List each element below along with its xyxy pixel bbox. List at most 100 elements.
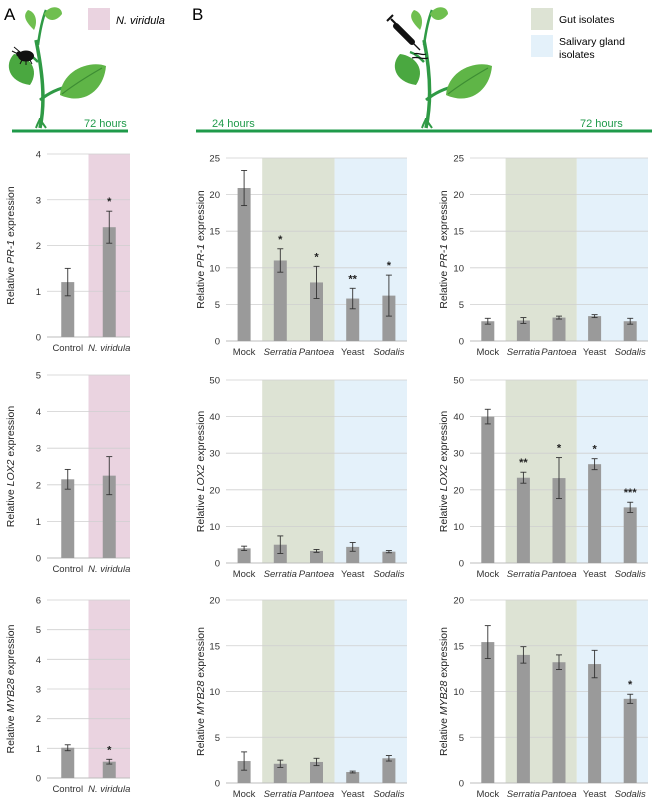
bar: [588, 664, 602, 783]
bar: [102, 227, 116, 337]
y-tick-label: 0: [36, 554, 41, 565]
significance-marker: *: [628, 679, 633, 691]
bar: [516, 477, 530, 563]
bar: [552, 317, 566, 341]
y-tick-label: 5: [459, 300, 464, 311]
bar: [237, 548, 251, 563]
x-tick-label: N. viridula: [88, 564, 130, 575]
y-tick-label: 1: [36, 744, 41, 755]
significance-marker: **: [519, 457, 528, 469]
x-tick-label: Mock: [476, 569, 499, 580]
shaded-region: [576, 380, 648, 563]
x-tick-label: Serratia: [264, 569, 297, 580]
bar: [310, 761, 323, 783]
bar: [588, 316, 602, 341]
x-tick-label: Control: [52, 343, 83, 354]
bar: [481, 416, 495, 563]
timeline-b-end-label: 72 hours: [580, 118, 623, 130]
y-axis-label: Relative LOX2 expression: [5, 406, 17, 528]
bar: [623, 321, 637, 341]
bar: [346, 546, 360, 563]
x-tick-label: Serratia: [507, 569, 540, 580]
bar: [61, 747, 75, 778]
x-tick-label: Pantoea: [541, 347, 576, 358]
bar: [346, 772, 360, 783]
y-axis-label: Relative PR-1 expression: [195, 190, 207, 309]
y-tick-label: 3: [36, 685, 41, 696]
bar: [481, 642, 495, 783]
y-tick-label: 5: [36, 371, 41, 382]
x-tick-label: Sodalis: [373, 789, 404, 800]
y-tick-label: 6: [36, 596, 41, 607]
x-tick-label: Yeast: [341, 347, 365, 358]
shaded-region: [334, 158, 407, 341]
y-tick-label: 0: [459, 559, 464, 570]
plant-illustration-b: [394, 7, 492, 129]
y-tick-label: 3: [36, 195, 41, 206]
x-tick-label: Control: [52, 564, 83, 575]
bar: [102, 761, 116, 778]
y-tick-label: 10: [209, 687, 220, 698]
y-tick-label: 5: [215, 733, 220, 744]
chart-a-myb28: 0 1 2 3 4 5 6 Relative MYB28 expression Control *…: [5, 596, 130, 796]
legend-label-salivary: Salivary gland isolates: [559, 36, 628, 61]
legend-swatch-nviridula: [88, 8, 110, 30]
y-tick-label: 10: [453, 522, 464, 533]
y-axis-label: Relative PR-1 expression: [5, 186, 17, 305]
bar: [588, 464, 602, 563]
significance-marker: *: [107, 744, 112, 756]
bar: [382, 295, 396, 341]
x-tick-label: Mock: [476, 347, 499, 358]
y-tick-label: 0: [215, 779, 220, 790]
y-tick-label: 10: [453, 687, 464, 698]
chart-b24-lox2: 0 10 20 30 40 50 Relative LOX2 expression Mock S…: [195, 376, 407, 580]
x-tick-label: Mock: [233, 347, 256, 358]
x-tick-label: N. viridula: [88, 784, 130, 795]
significance-marker: *: [314, 251, 319, 263]
syringe-icon: [386, 14, 429, 60]
x-tick-label: Serratia: [507, 347, 540, 358]
y-tick-label: 5: [215, 300, 220, 311]
y-tick-label: 1: [36, 287, 41, 298]
y-tick-label: 4: [36, 655, 41, 666]
y-tick-label: 10: [209, 522, 220, 533]
chart-b24-myb28: 0 5 10 15 20 Relative MYB28 expression Mock Ser…: [195, 596, 407, 800]
x-tick-label: Yeast: [341, 569, 365, 580]
chart-b72-myb28: 0 5 10 15 20 Relative MYB28 expression Mock Ser…: [438, 596, 648, 800]
y-tick-label: 15: [209, 641, 220, 652]
significance-marker: **: [348, 273, 357, 285]
significance-marker: *: [278, 234, 283, 246]
y-tick-label: 15: [453, 227, 464, 238]
y-tick-label: 0: [215, 337, 220, 348]
y-tick-label: 15: [209, 227, 220, 238]
x-tick-label: N. viridula: [88, 343, 130, 354]
y-axis-label: Relative PR-1 expression: [438, 190, 450, 309]
x-tick-label: Control: [52, 784, 83, 795]
bar: [382, 551, 396, 563]
bar: [61, 282, 75, 337]
x-tick-label: Sodalis: [615, 789, 646, 800]
y-tick-label: 2: [36, 714, 41, 725]
chart-b72-lox2: 0 10 20 30 40 50 Relative LOX2 expression Mock *…: [438, 376, 648, 580]
x-tick-label: Sodalis: [373, 347, 404, 358]
y-tick-label: 0: [36, 333, 41, 344]
chart-a-pr1: 0 1 2 3 4 Relative PR-1 expression Control * N. …: [5, 150, 130, 355]
bar: [237, 188, 251, 341]
y-tick-label: 20: [453, 190, 464, 201]
y-tick-label: 3: [36, 444, 41, 455]
y-tick-label: 40: [453, 412, 464, 423]
y-tick-label: 0: [215, 559, 220, 570]
bug-icon: [11, 46, 34, 65]
x-tick-label: Pantoea: [299, 789, 334, 800]
shaded-region: [505, 380, 577, 563]
significance-marker: *: [387, 260, 392, 272]
chart-b72-pr1: 0 5 10 15 20 25 Relative PR-1 expression Mock Se…: [438, 154, 648, 358]
y-axis-label: Relative LOX2 expression: [195, 411, 207, 533]
bar: [623, 507, 637, 563]
y-axis-label: Relative LOX2 expression: [438, 411, 450, 533]
y-tick-label: 20: [453, 596, 464, 607]
legend-label-gut: Gut isolates: [559, 14, 614, 26]
bar: [61, 479, 75, 558]
y-tick-label: 15: [453, 641, 464, 652]
x-tick-label: Serratia: [507, 789, 540, 800]
